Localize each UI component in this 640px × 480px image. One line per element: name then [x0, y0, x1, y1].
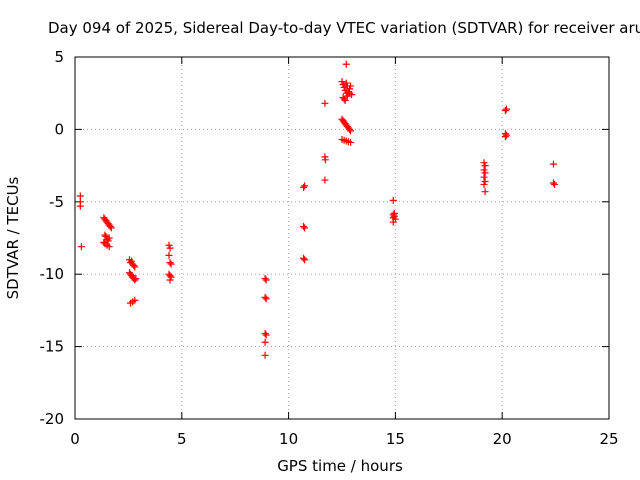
- data-point: [130, 262, 138, 270]
- data-point: [389, 218, 397, 226]
- data-point: [261, 351, 269, 359]
- data-point: [300, 254, 308, 262]
- data-point: [551, 180, 559, 188]
- data-point: [342, 60, 350, 68]
- x-axis-label: GPS time / hours: [277, 457, 403, 475]
- data-point: [481, 188, 489, 196]
- data-point: [321, 99, 329, 107]
- y-tick-label: -15: [40, 338, 65, 356]
- data-point: [105, 234, 113, 242]
- data-point: [262, 331, 270, 339]
- data-point: [261, 338, 269, 346]
- data-point: [347, 127, 355, 135]
- x-tick-label: 0: [70, 430, 80, 448]
- data-point: [343, 82, 351, 90]
- data-point: [321, 176, 329, 184]
- x-tick-label: 25: [599, 430, 618, 448]
- data-point: [345, 125, 353, 133]
- x-tick-label: 15: [386, 430, 405, 448]
- data-point: [480, 173, 488, 181]
- data-point: [502, 105, 510, 113]
- data-point: [549, 179, 557, 187]
- data-point: [166, 244, 174, 252]
- y-tick-label: 5: [54, 48, 64, 66]
- data-point: [262, 295, 270, 303]
- data-point: [131, 276, 139, 284]
- data-point: [301, 182, 309, 190]
- data-point: [480, 180, 488, 188]
- data-point: [340, 95, 348, 103]
- data-point: [301, 224, 309, 232]
- data-point: [107, 224, 115, 232]
- data-point: [101, 231, 109, 239]
- y-tick-label: -5: [49, 193, 64, 211]
- y-tick-label: 0: [54, 120, 64, 138]
- data-point: [347, 138, 355, 146]
- plot-frame: [74, 56, 610, 420]
- data-point: [165, 251, 173, 259]
- data-point: [131, 263, 139, 271]
- data-point: [339, 94, 347, 102]
- data-point: [166, 276, 174, 284]
- data-point: [501, 133, 509, 141]
- y-axis-label: SDTVAR / TECUs: [4, 176, 22, 299]
- data-point: [481, 162, 489, 170]
- data-point: [321, 156, 329, 164]
- data-point: [105, 243, 113, 251]
- data-point: [261, 293, 269, 301]
- axis-ticks: [74, 56, 610, 420]
- data-point: [100, 238, 108, 246]
- data-point: [132, 275, 140, 283]
- data-point: [549, 160, 557, 168]
- data-point: [481, 169, 489, 177]
- data-point: [300, 222, 308, 230]
- data-point: [131, 296, 139, 304]
- data-point: [501, 107, 509, 115]
- y-tick-label: -10: [40, 265, 65, 283]
- data-point: [166, 259, 174, 267]
- data-point: [76, 202, 84, 210]
- y-tick-label: -20: [40, 410, 65, 428]
- data-point: [261, 330, 269, 338]
- x-tick-label: 10: [279, 430, 298, 448]
- data-point: [261, 275, 269, 283]
- data-point: [300, 183, 308, 191]
- data-point: [262, 276, 270, 284]
- data-point: [77, 243, 85, 251]
- data-point: [167, 260, 175, 268]
- data-points: [76, 60, 559, 359]
- data-point: [106, 222, 114, 230]
- data-point: [345, 89, 353, 97]
- x-tick-label: 20: [493, 430, 512, 448]
- data-point: [301, 256, 309, 264]
- grid: [75, 57, 609, 419]
- data-point: [502, 131, 510, 139]
- chart-title: Day 094 of 2025, Sidereal Day-to-day VTE…: [48, 19, 640, 37]
- x-tick-label: 5: [177, 430, 187, 448]
- data-point: [389, 196, 397, 204]
